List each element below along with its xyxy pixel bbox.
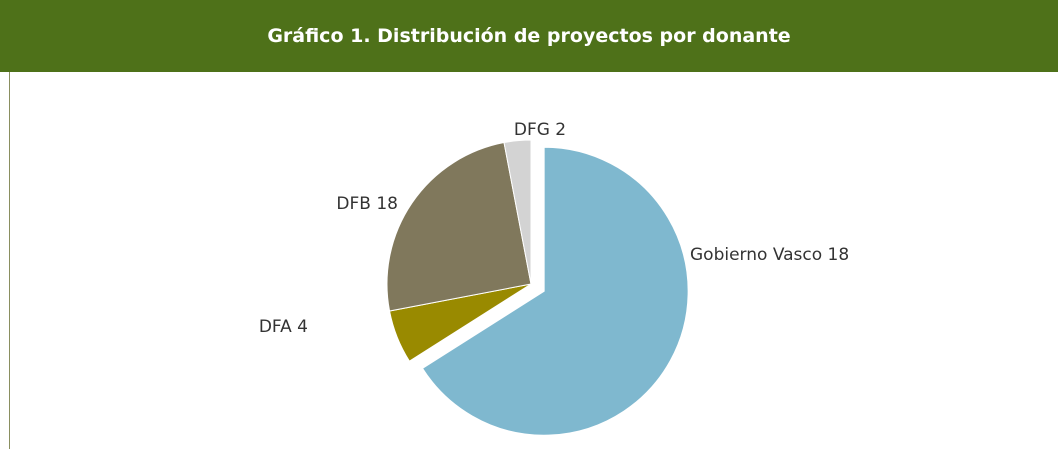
slice-label: DFB 18 <box>336 194 398 214</box>
pie-slice <box>421 146 689 436</box>
pie-slice <box>386 141 532 312</box>
pie-slice <box>503 139 532 285</box>
slice-label: DFA 4 <box>259 317 308 337</box>
frame-border <box>9 72 10 449</box>
slice-label: Gobierno Vasco 18 <box>690 245 849 265</box>
slice-label: DFG 2 <box>514 120 566 140</box>
chart-title: Gráfico 1. Distribución de proyectos por… <box>0 0 1058 72</box>
